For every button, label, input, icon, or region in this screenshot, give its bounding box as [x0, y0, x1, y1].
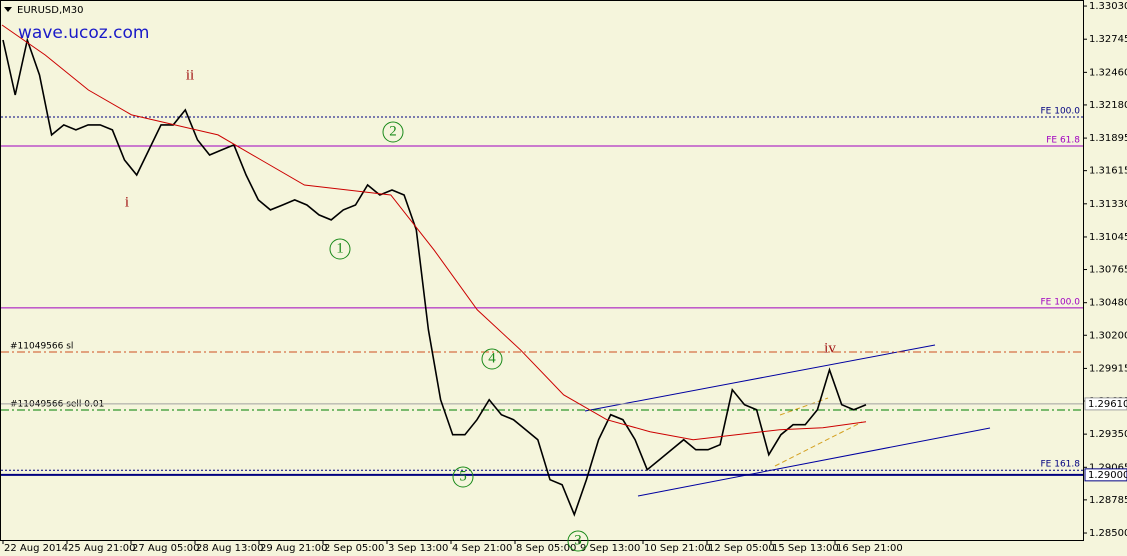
- price-box-label: 1.29610: [1088, 399, 1127, 410]
- level-label: FE 100.0: [1041, 107, 1081, 117]
- level-label: #11049566 sell 0.01: [10, 399, 104, 409]
- wave-label: 4: [488, 350, 496, 366]
- price-box: [1084, 397, 1127, 411]
- level-label: #11049566 sl: [10, 342, 73, 352]
- x-tick-label: 27 Aug 05:00: [132, 543, 199, 554]
- x-tick-label: 15 Sep 13:00: [772, 543, 839, 554]
- wave-circle: [329, 238, 351, 260]
- y-tick-label: 1.30765: [1089, 265, 1127, 276]
- y-tick-label: 1.30480: [1089, 298, 1127, 309]
- trend-line: [584, 344, 936, 412]
- x-tick-label: 2 Sep 05:00: [324, 543, 384, 554]
- y-tick-label: 1.29065: [1089, 462, 1127, 473]
- moving-average: [1, 24, 867, 441]
- menu-triangle: [4, 7, 12, 12]
- y-tick-label: 1.31615: [1089, 166, 1127, 177]
- x-tick-label: 29 Aug 21:00: [260, 543, 327, 554]
- y-tick-label: 1.28500: [1089, 528, 1127, 539]
- wave-label: i: [125, 194, 129, 210]
- x-tick-label: 16 Sep 21:00: [836, 543, 903, 554]
- price-line-series: [2, 37, 867, 517]
- watermark: wave.ucoz.com: [18, 23, 149, 43]
- x-tick-label: 4 Sep 21:00: [452, 543, 512, 554]
- y-tick-label: 1.29350: [1089, 429, 1127, 440]
- x-tick-label: 25 Aug 21:00: [68, 543, 135, 554]
- trend-line: [637, 427, 991, 497]
- x-tick-label: 9 Sep 13:00: [580, 543, 640, 554]
- x-tick-label: 22 Aug 2014: [4, 543, 68, 554]
- wave-circle: [567, 530, 589, 552]
- y-tick-label: 1.32745: [1089, 34, 1127, 45]
- level-label: FE 61.8: [1046, 135, 1080, 145]
- x-tick-label: 3 Sep 13:00: [388, 543, 448, 554]
- y-tick-label: 1.31045: [1089, 232, 1127, 243]
- trend-line: [774, 421, 863, 467]
- y-tick-label: 1.32460: [1089, 67, 1127, 78]
- symbol-title: EURUSD,M30: [17, 5, 83, 16]
- price-box: [1084, 468, 1127, 482]
- y-tick-label: 1.30200: [1089, 330, 1127, 341]
- wave-label: ii: [186, 67, 194, 83]
- x-tick-label: 28 Aug 13:00: [196, 543, 263, 554]
- y-tick-label: 1.31330: [1089, 199, 1127, 210]
- y-tick-label: 1.32180: [1089, 100, 1127, 111]
- wave-label: iv: [824, 340, 836, 356]
- x-tick-label: 12 Sep 05:00: [708, 543, 775, 554]
- wave-label: 2: [389, 123, 397, 139]
- x-tick-label: 10 Sep 21:00: [644, 543, 711, 554]
- wave-circle: [382, 121, 404, 143]
- wave-label: 3: [574, 532, 582, 548]
- price-box-label: 1.29000: [1088, 470, 1127, 481]
- plot-frame: [0, 0, 1084, 541]
- y-tick-label: 1.33030: [1089, 1, 1127, 12]
- x-tick-label: 8 Sep 05:00: [516, 543, 576, 554]
- y-tick-label: 1.31895: [1089, 133, 1127, 144]
- wave-circle: [452, 466, 474, 488]
- level-label: FE 100.0: [1041, 297, 1081, 307]
- y-tick-label: 1.28785: [1089, 495, 1127, 506]
- wave-label: 5: [459, 468, 467, 484]
- level-label: FE 161.8: [1041, 460, 1081, 470]
- wave-circle: [481, 348, 503, 370]
- wave-label: 1: [336, 240, 344, 256]
- y-tick-label: 1.29915: [1089, 363, 1127, 374]
